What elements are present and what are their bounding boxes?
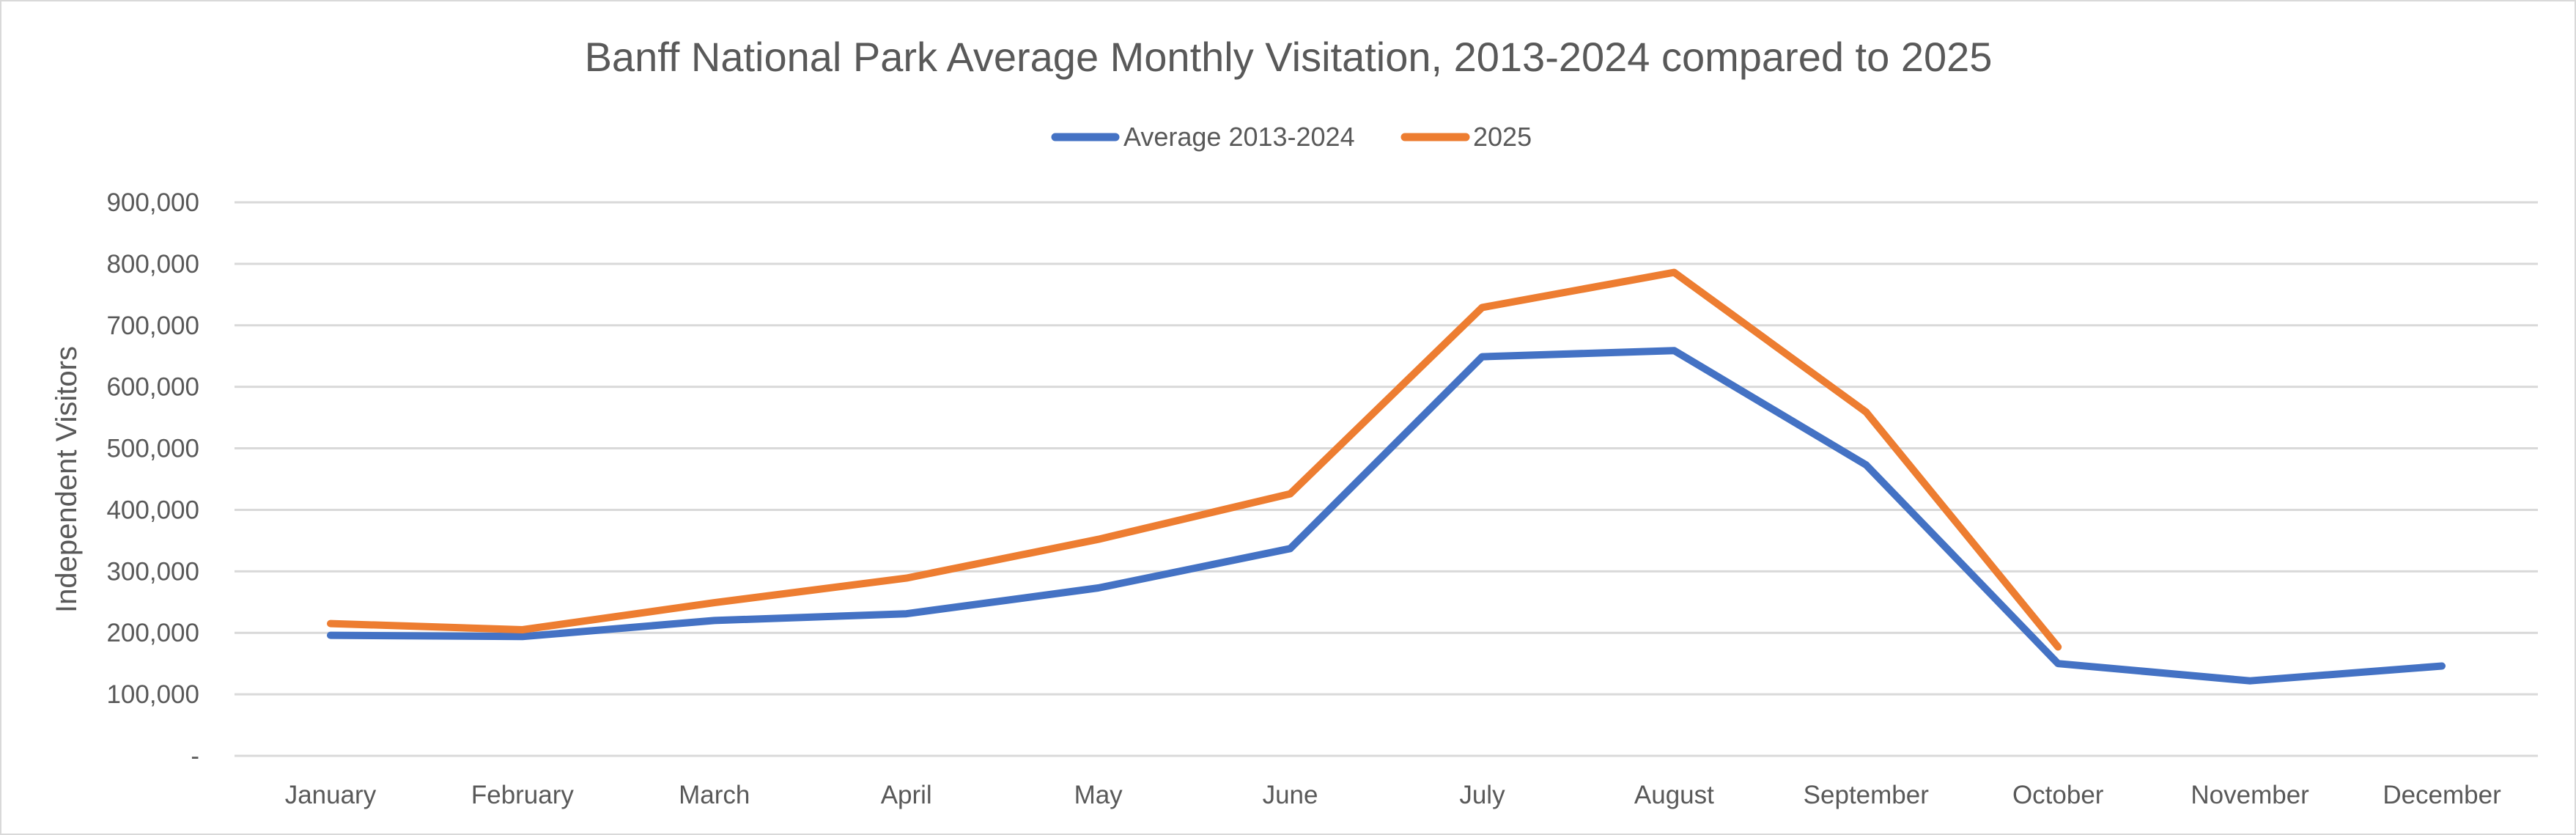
y-tick-label: 900,000 <box>106 188 199 217</box>
y-axis-title: Independent Visitors <box>51 346 83 613</box>
legend-label-average: Average 2013-2024 <box>1123 122 1355 152</box>
y-tick-label: - <box>191 742 199 770</box>
y-tick-label: 700,000 <box>106 312 199 340</box>
plot-area <box>327 268 2446 685</box>
y-tick-label: 800,000 <box>106 250 199 279</box>
x-axis-ticks: January February March April May June July Augu… <box>285 781 2501 809</box>
series-line-average[interactable] <box>327 347 2446 685</box>
gridlines <box>235 201 2538 757</box>
x-tick-label: January <box>285 781 377 809</box>
y-axis-ticks: - 100,000 200,000 300,000 400,000 500,000 600,… <box>106 188 199 770</box>
x-tick-label: October <box>2012 781 2104 809</box>
y-tick-label: 200,000 <box>106 619 199 647</box>
x-tick-label: February <box>471 781 575 809</box>
x-tick-label: May <box>1074 781 1123 809</box>
x-tick-label: June <box>1263 781 1318 809</box>
chart-title: Banff National Park Average Monthly Visi… <box>585 34 1993 80</box>
legend: Average 2013-2024 2025 <box>1051 122 1532 152</box>
x-tick-label: April <box>881 781 932 809</box>
x-tick-label: August <box>1634 781 1714 809</box>
legend-item-average[interactable]: Average 2013-2024 <box>1051 122 1355 152</box>
x-tick-label: July <box>1459 781 1505 809</box>
y-tick-label: 300,000 <box>106 557 199 586</box>
legend-label-2025: 2025 <box>1473 122 1532 152</box>
series-line-2025[interactable] <box>327 268 2062 651</box>
x-tick-label: March <box>679 781 750 809</box>
y-tick-label: 400,000 <box>106 496 199 524</box>
y-tick-label: 600,000 <box>106 373 199 402</box>
x-tick-label: December <box>2383 781 2501 809</box>
y-tick-label: 500,000 <box>106 435 199 463</box>
x-tick-label: November <box>2191 781 2309 809</box>
x-tick-label: September <box>1804 781 1930 809</box>
y-tick-label: 100,000 <box>106 680 199 709</box>
legend-item-2025[interactable]: 2025 <box>1400 122 1532 152</box>
